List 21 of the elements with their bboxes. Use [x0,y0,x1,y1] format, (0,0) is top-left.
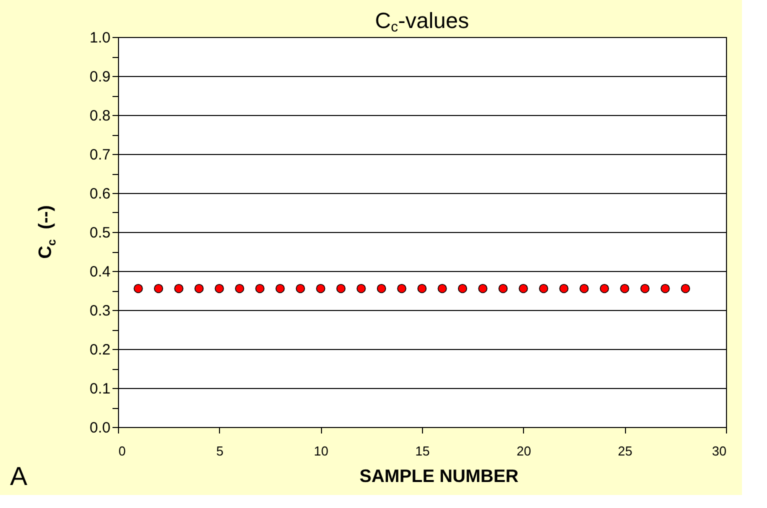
x-tick-label: 20 [516,444,532,458]
y-tick-label: 0.9 [90,68,110,86]
y-tick-label: 0.8 [90,108,110,124]
x-tick-label: 10 [314,444,328,458]
y-tick-label: 0.2 [90,342,110,358]
y-tick-label: 0.1 [90,380,110,398]
y-tick-label: 0.5 [90,224,110,242]
y-tick-label: 0.7 [90,146,110,164]
x-tick-label: 25 [618,444,632,458]
x-tick-label: 15 [415,444,430,458]
text: A [10,461,28,491]
y-tick-label: 0.3 [90,302,110,320]
y-tick-label: 0.0 [90,420,110,436]
y-axis-title: Cc (--) [35,205,58,259]
x-tick-label: 5 [216,444,224,458]
y-tick-label: 0.6 [90,186,110,202]
y-tick-label: 1.0 [90,30,110,46]
x-axis-title: SAMPLE NUMBER [359,466,518,486]
x-tick-label: 0 [118,444,126,458]
y-tick-label: 0.4 [90,264,110,280]
x-tick-label: 30 [712,444,726,458]
